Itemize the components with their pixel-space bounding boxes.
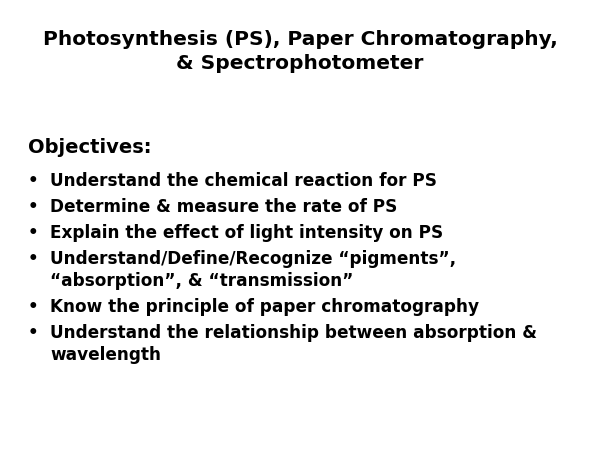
Text: Understand the chemical reaction for PS: Understand the chemical reaction for PS — [50, 172, 437, 190]
Text: Understand/Define/Recognize “pigments”,: Understand/Define/Recognize “pigments”, — [50, 250, 456, 268]
Text: •: • — [28, 324, 38, 342]
Text: Objectives:: Objectives: — [28, 138, 151, 157]
Text: •: • — [28, 298, 38, 316]
Text: Know the principle of paper chromatography: Know the principle of paper chromatograp… — [50, 298, 479, 316]
Text: Explain the effect of light intensity on PS: Explain the effect of light intensity on… — [50, 224, 443, 242]
Text: •: • — [28, 224, 38, 242]
Text: Photosynthesis (PS), Paper Chromatography,
& Spectrophotometer: Photosynthesis (PS), Paper Chromatograph… — [43, 30, 557, 73]
Text: “absorption”, & “transmission”: “absorption”, & “transmission” — [50, 272, 353, 290]
Text: •: • — [28, 250, 38, 268]
Text: Determine & measure the rate of PS: Determine & measure the rate of PS — [50, 198, 397, 216]
Text: Understand the relationship between absorption &: Understand the relationship between abso… — [50, 324, 537, 342]
Text: •: • — [28, 172, 38, 190]
Text: wavelength: wavelength — [50, 346, 161, 364]
Text: •: • — [28, 198, 38, 216]
